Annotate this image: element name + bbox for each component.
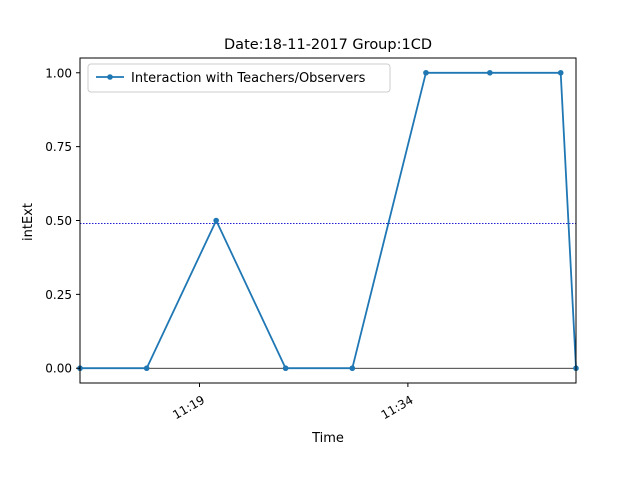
data-point bbox=[423, 69, 429, 76]
data-point bbox=[143, 365, 150, 372]
chart-title: Date:18-11-2017 Group:1CD bbox=[224, 37, 432, 53]
data-point bbox=[557, 69, 564, 76]
legend: Interaction with Teachers/Observers bbox=[87, 63, 391, 93]
data-point bbox=[349, 365, 356, 372]
y-tick-label: 0.25 bbox=[45, 288, 72, 302]
legend-label: Interaction with Teachers/Observers bbox=[131, 71, 366, 86]
y-tick-label: 1.00 bbox=[45, 66, 72, 80]
data-point bbox=[282, 365, 289, 372]
data-point bbox=[487, 69, 493, 76]
y-tick-label: 0.75 bbox=[45, 140, 72, 154]
y-axis-label: intExt bbox=[21, 203, 36, 241]
legend-marker-sample bbox=[107, 74, 113, 80]
y-tick-label: 0.50 bbox=[45, 214, 72, 228]
x-axis-label: Time bbox=[311, 431, 344, 446]
data-point bbox=[213, 217, 219, 224]
legend-box bbox=[87, 63, 391, 93]
y-tick-label: 0.00 bbox=[45, 362, 72, 376]
